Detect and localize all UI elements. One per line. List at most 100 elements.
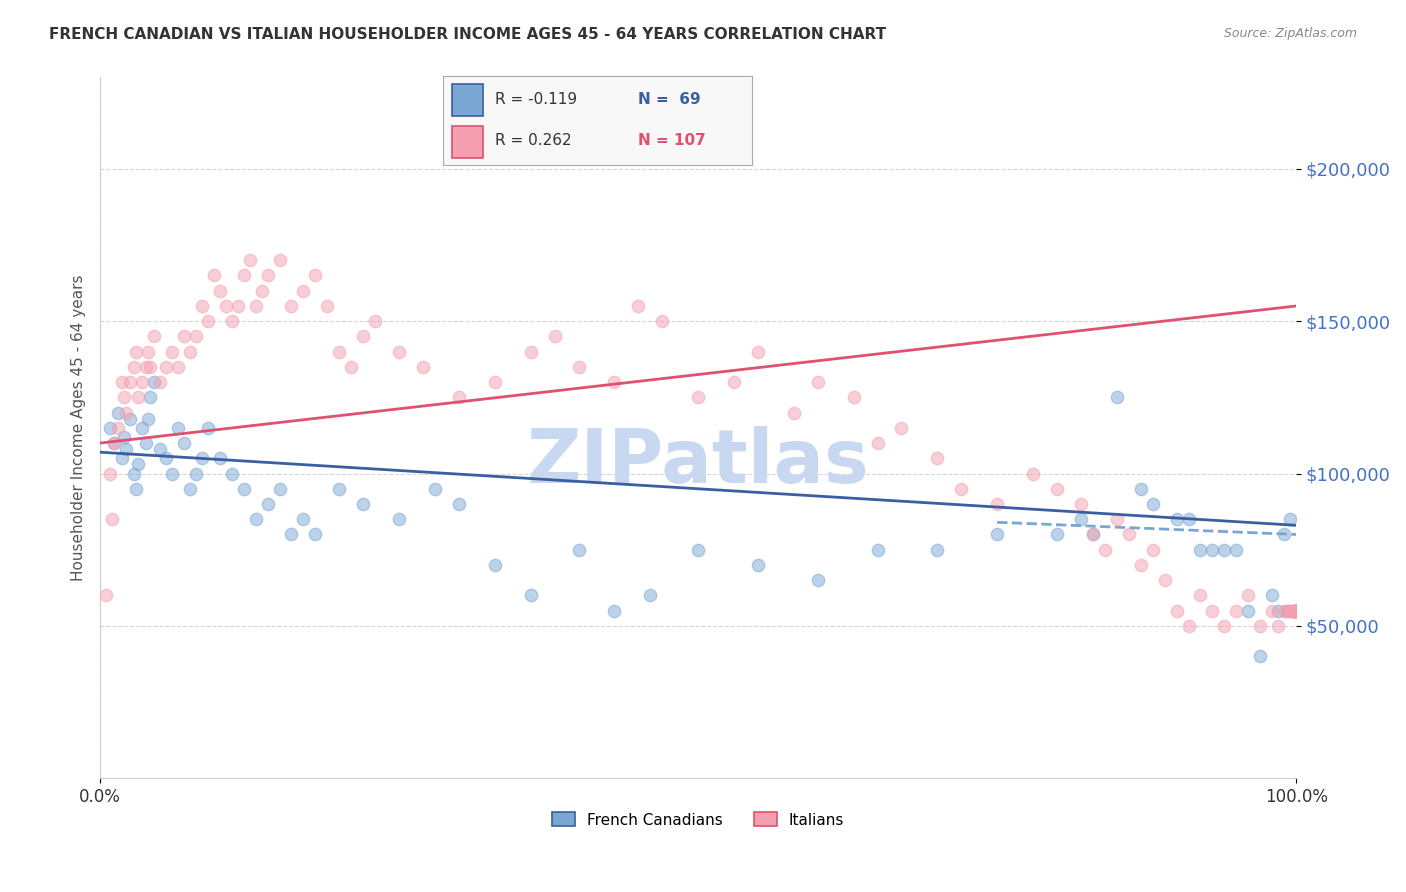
Point — [1237, 604, 1260, 618]
Point — [136, 344, 159, 359]
Point — [1105, 512, 1128, 526]
Point — [221, 467, 243, 481]
Point — [1261, 604, 1284, 618]
Point — [747, 344, 769, 359]
Point — [197, 421, 219, 435]
Point — [101, 512, 124, 526]
Point — [1285, 604, 1308, 618]
Point — [1129, 482, 1152, 496]
Point — [197, 314, 219, 328]
Text: FRENCH CANADIAN VS ITALIAN HOUSEHOLDER INCOME AGES 45 - 64 YEARS CORRELATION CHA: FRENCH CANADIAN VS ITALIAN HOUSEHOLDER I… — [49, 27, 886, 42]
Point — [447, 497, 470, 511]
Text: R = -0.119: R = -0.119 — [495, 93, 578, 107]
Point — [1279, 604, 1302, 618]
Point — [304, 268, 326, 283]
Point — [1267, 619, 1289, 633]
Point — [688, 542, 710, 557]
Point — [1285, 604, 1308, 618]
Point — [1285, 604, 1308, 618]
Point — [1201, 604, 1223, 618]
Point — [1275, 604, 1298, 618]
Point — [723, 375, 745, 389]
Point — [927, 542, 949, 557]
Point — [1177, 619, 1199, 633]
Point — [340, 359, 363, 374]
Point — [256, 268, 278, 283]
Point — [103, 436, 125, 450]
Point — [160, 467, 183, 481]
Point — [688, 390, 710, 404]
Point — [232, 268, 254, 283]
Point — [269, 482, 291, 496]
Point — [131, 375, 153, 389]
Point — [1284, 604, 1306, 618]
Point — [1166, 512, 1188, 526]
Point — [1282, 604, 1305, 618]
Point — [173, 436, 195, 450]
Point — [950, 482, 973, 496]
Point — [245, 299, 267, 313]
Point — [1118, 527, 1140, 541]
Point — [1189, 542, 1212, 557]
Point — [136, 411, 159, 425]
Point — [179, 482, 201, 496]
Point — [1285, 604, 1308, 618]
Point — [94, 589, 117, 603]
Point — [1046, 482, 1069, 496]
Point — [1081, 527, 1104, 541]
Point — [1285, 604, 1308, 618]
Point — [98, 421, 121, 435]
Point — [1094, 542, 1116, 557]
Text: N = 107: N = 107 — [638, 134, 706, 148]
Point — [125, 482, 148, 496]
Point — [1070, 497, 1092, 511]
Point — [412, 359, 434, 374]
Point — [280, 527, 302, 541]
Point — [111, 451, 134, 466]
Point — [112, 390, 135, 404]
Point — [135, 359, 157, 374]
Text: N =  69: N = 69 — [638, 93, 700, 107]
Point — [215, 299, 238, 313]
Point — [1284, 604, 1306, 618]
Point — [1275, 604, 1298, 618]
Point — [1285, 604, 1308, 618]
Point — [245, 512, 267, 526]
Point — [890, 421, 912, 435]
Point — [208, 451, 231, 466]
Point — [292, 512, 315, 526]
Point — [328, 344, 350, 359]
Point — [651, 314, 673, 328]
Point — [352, 329, 374, 343]
Point — [160, 344, 183, 359]
Point — [1281, 604, 1303, 618]
Text: Source: ZipAtlas.com: Source: ZipAtlas.com — [1223, 27, 1357, 40]
Point — [118, 375, 141, 389]
Point — [202, 268, 225, 283]
Point — [155, 451, 177, 466]
Point — [1284, 604, 1306, 618]
Point — [484, 558, 506, 572]
Point — [1272, 527, 1295, 541]
Point — [1177, 512, 1199, 526]
Point — [1285, 604, 1308, 618]
Point — [519, 344, 541, 359]
Point — [1285, 604, 1308, 618]
Point — [232, 482, 254, 496]
Point — [567, 359, 589, 374]
Point — [179, 344, 201, 359]
Point — [149, 442, 172, 457]
Point — [155, 359, 177, 374]
Point — [316, 299, 339, 313]
Point — [226, 299, 249, 313]
Point — [543, 329, 565, 343]
Point — [1249, 619, 1271, 633]
Point — [142, 375, 165, 389]
Point — [1046, 527, 1069, 541]
Point — [1022, 467, 1045, 481]
Point — [1153, 573, 1175, 587]
Point — [139, 390, 162, 404]
Point — [388, 344, 411, 359]
Point — [280, 299, 302, 313]
Point — [191, 299, 214, 313]
